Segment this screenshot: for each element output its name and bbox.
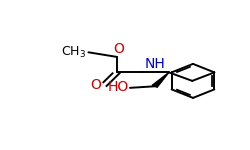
Text: O: O xyxy=(90,78,101,92)
Text: NH: NH xyxy=(144,57,165,71)
Text: HO: HO xyxy=(108,80,129,94)
Text: CH$_3$: CH$_3$ xyxy=(61,45,86,60)
Text: O: O xyxy=(113,42,124,56)
Polygon shape xyxy=(152,72,169,87)
